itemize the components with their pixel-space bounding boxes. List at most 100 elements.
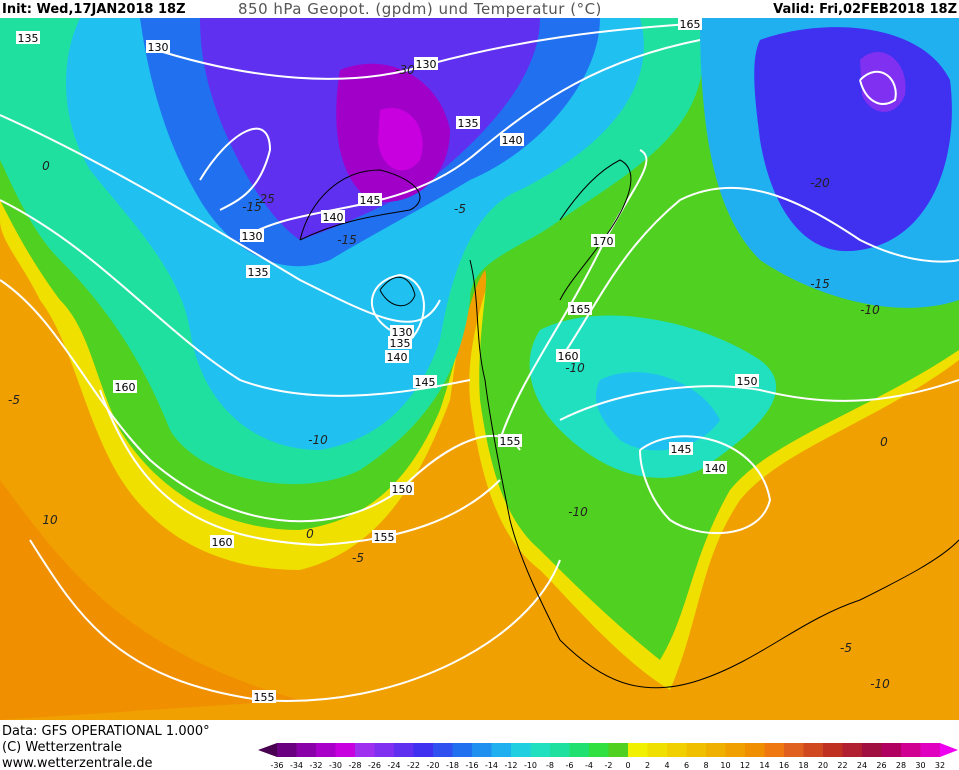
colorbar-label: -4: [585, 761, 593, 770]
colorbar-label: 2: [645, 761, 650, 770]
label-box: [358, 193, 382, 206]
geopotential-label: 155: [254, 691, 275, 704]
geopotential-label: 140: [387, 351, 408, 364]
geopotential-label: 165: [570, 303, 591, 316]
footer-line: Data: GFS OPERATIONAL 1.000°: [2, 724, 210, 739]
colorbar-swatch: [472, 743, 492, 757]
temperature-label: -10: [568, 505, 588, 519]
geopotential-label: 165: [680, 18, 701, 31]
label-box: [246, 265, 270, 278]
colorbar: -36 -34 -32 -30 -28 -26 -24 -22 -20 -18 -16 -14 -12-…: [258, 743, 958, 770]
colorbar-label: 32: [935, 761, 945, 770]
geopotential-label: 140: [705, 462, 726, 475]
colorbar-swatch: [706, 743, 726, 757]
colorbar-label: 16: [779, 761, 789, 770]
label-box: [498, 434, 522, 447]
colorbar-swatch: [901, 743, 921, 757]
geopotential-label: 155: [500, 435, 521, 448]
temperature-label: -15: [810, 277, 830, 291]
colorbar-swatch: [335, 743, 355, 757]
colorbar-swatch: [745, 743, 765, 757]
colorbar-label: -10: [524, 761, 537, 770]
colorbar-label: -28: [348, 761, 361, 770]
geopotential-label: 170: [593, 235, 614, 248]
colorbar-swatch: [394, 743, 414, 757]
geopotential-label: 130: [392, 326, 413, 339]
geopotential-label: 130: [148, 41, 169, 54]
warm-area: [0, 480, 300, 720]
purple-area: [860, 52, 906, 112]
geopotential-label: 145: [360, 194, 381, 207]
label-box: [703, 461, 727, 474]
colorbar-swatch: [881, 743, 901, 757]
cyan-area: [596, 372, 720, 451]
temperature-label: -10: [860, 303, 880, 317]
colorbar-swatch: [258, 743, 277, 757]
colorbar-swatch: [725, 743, 745, 757]
temperature-label: -10: [870, 677, 890, 691]
magenta-area: [378, 108, 423, 171]
footer-line: (C) Wetterzentrale: [2, 740, 122, 755]
colorbar-swatch: [940, 743, 958, 757]
colorbar-label: 18: [798, 761, 808, 770]
temperature-label: 0: [880, 435, 888, 449]
geopotential-label: 135: [18, 32, 39, 45]
label-box: [210, 535, 234, 548]
geopotential-label: 130: [416, 58, 437, 71]
label-box: [669, 442, 693, 455]
label-box: [414, 57, 438, 70]
init-time: Init: Wed,17JAN2018 18Z: [2, 2, 186, 17]
footer-line: www.wetterzentrale.de: [2, 756, 152, 770]
colorbar-label: 14: [759, 761, 769, 770]
geopotential-contours: [0, 23, 959, 702]
label-box: [385, 350, 409, 363]
temperature-label: -15: [242, 200, 262, 214]
label-box: [735, 374, 759, 387]
temperature-label: -30: [395, 63, 415, 77]
label-box: [146, 40, 170, 53]
colorbar-label: 28: [896, 761, 906, 770]
colorbar-label: 12: [740, 761, 750, 770]
temperature-label: 0: [42, 159, 50, 173]
colorbar-swatch: [413, 743, 433, 757]
geopotential-label: 160: [212, 536, 233, 549]
colorbar-label: -32: [309, 761, 322, 770]
label-box: [390, 482, 414, 495]
temperature-label: 0: [306, 527, 314, 541]
colorbar-swatch: [784, 743, 804, 757]
colorbar-swatch: [374, 743, 394, 757]
colorbar-swatch: [686, 743, 706, 757]
label-box: [413, 375, 437, 388]
colorbar-label: -24: [387, 761, 400, 770]
colorbar-swatch: [355, 743, 375, 757]
map-title: 850 hPa Geopot. (gpdm) und Temperatur (°…: [238, 0, 602, 18]
label-box: [568, 302, 592, 315]
contour-labels: 1351301301651351401451401301351701651301…: [8, 17, 890, 704]
temperature-label: -5: [454, 202, 466, 216]
coastlines: [299, 159, 959, 689]
colorbar-label: -8: [546, 761, 554, 770]
colorbar-swatch: [452, 743, 472, 757]
colorbar-swatch: [296, 743, 316, 757]
colorbar-swatch: [589, 743, 609, 757]
label-box: [321, 210, 345, 223]
label-box: [388, 336, 412, 349]
colorbar-swatch: [530, 743, 550, 757]
geopotential-label: 140: [502, 134, 523, 147]
colorbar-label: 0: [625, 761, 630, 770]
colorbar-swatch: [277, 743, 297, 757]
valid-time: Valid: Fri,02FEB2018 18Z: [773, 2, 957, 17]
geopotential-label: 155: [374, 531, 395, 544]
geopotential-label: 135: [248, 266, 269, 279]
colorbar-swatch: [647, 743, 667, 757]
colorbar-label: -16: [465, 761, 478, 770]
temperature-label: -5: [352, 551, 364, 565]
colorbar-label: -6: [566, 761, 574, 770]
geopotential-label: 150: [737, 375, 758, 388]
colorbar-swatch: [842, 743, 862, 757]
colorbar-label: -36: [270, 761, 283, 770]
colorbar-swatch: [550, 743, 570, 757]
colorbar-label: -20: [426, 761, 439, 770]
label-box: [591, 234, 615, 247]
